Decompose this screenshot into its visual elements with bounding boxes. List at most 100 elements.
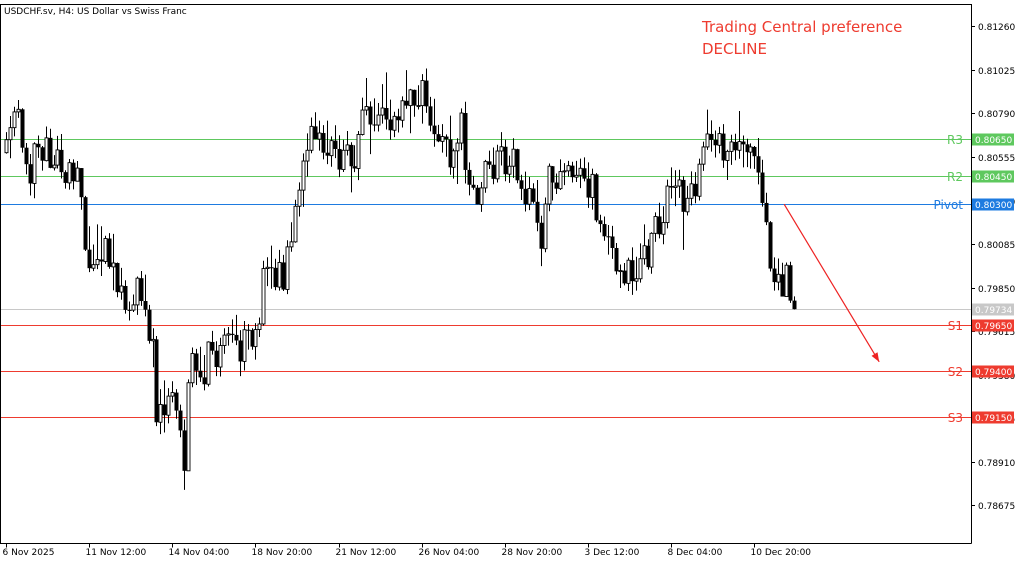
- candle-body: [713, 139, 718, 146]
- x-tick-label: 14 Nov 04:00: [169, 548, 230, 558]
- candle: [154, 336, 159, 427]
- candle: [186, 379, 191, 472]
- candle: [333, 125, 338, 159]
- candle-body: [507, 165, 512, 175]
- candle: [226, 326, 231, 346]
- candle-body: [404, 100, 409, 106]
- candle: [269, 245, 274, 289]
- candle-body: [107, 238, 112, 267]
- level-label-s2: S2: [948, 365, 963, 379]
- candle-body: [598, 220, 603, 225]
- candle-body: [238, 340, 243, 362]
- candle-body: [535, 201, 540, 223]
- candle-body: [337, 148, 342, 170]
- candle-body: [301, 160, 306, 191]
- candle-body: [741, 141, 746, 145]
- candle-body: [756, 156, 761, 173]
- candle: [507, 155, 512, 183]
- candle: [44, 126, 49, 162]
- candle: [376, 103, 381, 132]
- candle: [127, 301, 132, 321]
- candle-body: [665, 185, 670, 224]
- candle-body: [52, 164, 57, 169]
- candle: [725, 149, 730, 180]
- candle-body: [463, 113, 468, 170]
- candle: [752, 146, 757, 169]
- candle-body: [40, 147, 45, 161]
- x-tick-label: 26 Nov 04:00: [419, 548, 480, 558]
- candle: [329, 136, 334, 167]
- candle: [483, 159, 488, 193]
- candle-body: [123, 285, 128, 310]
- candle-body: [673, 185, 678, 188]
- candle-body: [396, 116, 401, 121]
- candle: [697, 158, 702, 201]
- candle-body: [444, 136, 449, 140]
- candle-body: [250, 330, 255, 347]
- candle: [693, 172, 698, 204]
- candle-body: [677, 179, 682, 187]
- candle: [622, 262, 627, 286]
- candle: [194, 348, 199, 385]
- candle-body: [515, 149, 520, 181]
- candle-body: [329, 140, 334, 157]
- candle: [562, 163, 567, 186]
- candle-body: [792, 300, 797, 310]
- candle-body: [127, 309, 132, 311]
- candle: [543, 197, 548, 253]
- x-tick-label: 10 Dec 20:00: [751, 548, 812, 558]
- candle-body: [539, 222, 544, 249]
- candle: [646, 239, 651, 270]
- candle-body: [729, 141, 734, 152]
- candle: [511, 138, 516, 178]
- candle: [321, 125, 326, 160]
- candle: [495, 144, 500, 183]
- candle: [788, 261, 793, 303]
- candle: [455, 138, 460, 185]
- candle: [107, 233, 112, 269]
- candle-body: [519, 180, 524, 189]
- y-tick-label: 0.79615: [978, 328, 1015, 338]
- candle-body: [602, 224, 607, 237]
- candle: [784, 262, 789, 298]
- candle-body: [16, 108, 21, 113]
- candle-body: [95, 259, 100, 266]
- candle: [618, 264, 623, 289]
- candle: [364, 77, 369, 116]
- candle-body: [63, 172, 68, 183]
- candle: [190, 347, 195, 388]
- candle-body: [36, 143, 41, 148]
- candle-body: [285, 246, 290, 290]
- candle-body: [297, 189, 302, 207]
- candle: [67, 158, 72, 190]
- candle: [404, 70, 409, 109]
- candle: [380, 84, 385, 124]
- candle: [737, 110, 742, 159]
- candle: [741, 135, 746, 168]
- candle: [103, 235, 108, 264]
- candle: [653, 212, 658, 242]
- candle-body: [483, 160, 488, 189]
- candle-body: [352, 166, 357, 169]
- candle-body: [630, 260, 635, 282]
- candle: [760, 159, 765, 207]
- candle: [285, 240, 290, 295]
- candle: [178, 404, 183, 438]
- candle-body: [420, 80, 425, 107]
- candle: [273, 258, 278, 291]
- candle-body: [8, 127, 13, 141]
- x-tick-label: 21 Nov 12:00: [336, 548, 397, 558]
- candle-body: [349, 144, 354, 167]
- candle-body: [44, 137, 49, 162]
- candle-body: [265, 266, 270, 270]
- x-tick-label: 8 Dec 04:00: [668, 548, 723, 558]
- y-tick-label: 0.80555: [978, 154, 1015, 164]
- candle-body: [277, 261, 282, 288]
- candle-body: [261, 268, 266, 325]
- candle: [198, 346, 203, 382]
- candle-body: [87, 249, 92, 269]
- candle: [119, 267, 124, 300]
- candle-body: [178, 410, 183, 431]
- candle: [111, 233, 116, 291]
- candle: [230, 319, 235, 343]
